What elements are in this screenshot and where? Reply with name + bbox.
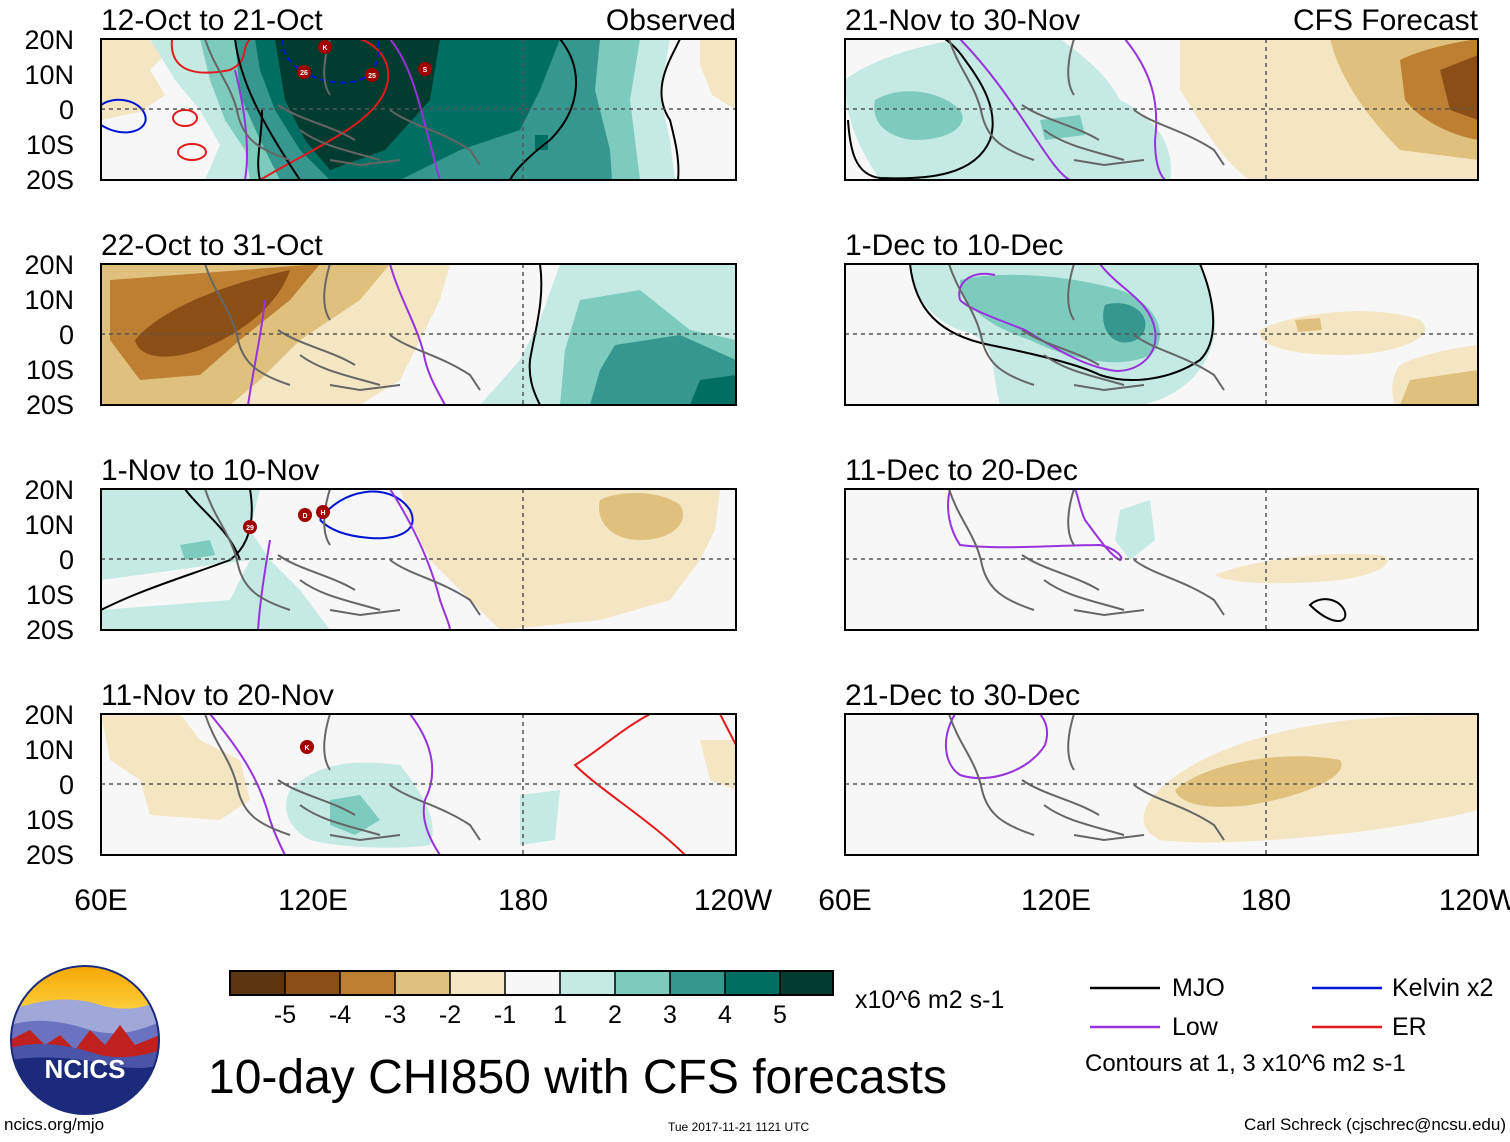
svg-text:S: S [423,67,428,74]
lat-label: 10N [24,60,74,90]
legend-label-mjo: MJO [1172,974,1225,1002]
lat-label: 0 [59,770,74,800]
colorbar-tick: 1 [553,1001,567,1029]
panel-title-obs-4: 11-Nov to 20-Nov [101,679,334,712]
map-panel-fcst-2 [844,263,1479,406]
page-title: 10-day CHI850 with CFS forecasts [208,1051,947,1104]
map-panel-obs-2 [100,263,737,406]
ncics-logo: NCICS [10,965,160,1115]
colorbar-swatch [670,971,725,995]
colorbar: -5 -4 -3 -2 -1 1 2 3 4 5 [229,970,834,1029]
lat-label: 0 [59,545,74,575]
lat-label: 0 [59,95,74,125]
colorbar-swatch [340,971,395,995]
storm-marker: H [316,505,330,519]
colorbar-swatch [395,971,450,995]
lat-label: 20S [26,840,74,870]
colorbar-tick: 4 [718,1001,732,1029]
observed-label: Observed [606,4,736,37]
lat-label: 0 [59,320,74,350]
map-panel-obs-4 [100,713,737,856]
storm-marker: 25 [365,68,379,82]
storm-marker: K [318,40,332,54]
colorbar-tick: -2 [439,1001,461,1029]
panel-title-fcst-2: 1-Dec to 10-Dec [845,229,1063,262]
storm-marker: K [300,740,314,754]
lon-label: 180 [498,884,548,917]
lat-label: 10S [26,355,74,385]
storm-marker: 26 [297,65,311,79]
lat-label: 20N [24,700,74,730]
colorbar-tick: 3 [663,1001,677,1029]
contour-note: Contours at 1, 3 x10^6 m2 s-1 [1085,1050,1406,1077]
lat-label: 20N [24,475,74,505]
map-panel-obs-1 [100,38,737,181]
site-link[interactable]: ncics.org/mjo [4,1115,105,1134]
lat-label: 20N [24,25,74,55]
lon-label: 120W [694,884,773,917]
lon-label: 120W [1439,884,1510,917]
storm-marker: D [298,508,312,522]
colorbar-swatch [615,971,670,995]
lat-label: 10N [24,285,74,315]
colorbar-swatch [230,971,285,995]
colorbar-swatch [560,971,615,995]
map-panel-obs-3 [100,488,737,631]
colorbar-tick: -5 [274,1001,296,1029]
legend-label-low: Low [1172,1013,1219,1041]
map-panel-fcst-1 [844,38,1479,181]
storm-marker: S [418,62,432,76]
panel-title-fcst-4: 21-Dec to 30-Dec [845,679,1080,712]
svg-text:K: K [322,45,327,52]
svg-text:H: H [320,510,325,517]
lat-label: 20S [26,615,74,645]
author-credit: Carl Schreck (cjschrec@ncsu.edu) [1244,1115,1506,1134]
lat-label: 10N [24,510,74,540]
line-legend: MJO Low Kelvin x2 ER [1090,974,1493,1041]
lat-label: 20N [24,250,74,280]
panel-title-fcst-1: 21-Nov to 30-Nov [845,4,1080,37]
legend-label-kelvin: Kelvin x2 [1392,974,1493,1002]
forecast-label: CFS Forecast [1293,4,1479,37]
lat-label: 10S [26,805,74,835]
lon-label: 120E [278,884,348,917]
panel-title-obs-2: 22-Oct to 31-Oct [101,229,323,262]
colorbar-swatch [505,971,560,995]
colorbar-tick: -3 [384,1001,406,1029]
lat-label: 10S [26,130,74,160]
svg-text:26: 26 [300,70,308,77]
colorbar-swatch [780,971,833,995]
panel-title-fcst-3: 11-Dec to 20-Dec [845,454,1078,487]
timestamp: Tue 2017-11-21 1121 UTC [668,1120,810,1134]
lon-label: 60E [74,884,127,917]
lon-label: 180 [1241,884,1291,917]
lon-label: 60E [818,884,871,917]
colorbar-tick: -4 [329,1001,351,1029]
svg-text:25: 25 [368,73,376,80]
colorbar-tick: 5 [773,1001,787,1029]
map-panel-fcst-3 [844,488,1479,631]
lat-label: 10N [24,735,74,765]
lon-label: 120E [1021,884,1091,917]
storm-marker: 29 [243,520,257,534]
logo-text: NCICS [45,1054,126,1084]
colorbar-swatch [725,971,780,995]
units-label: x10^6 m2 s-1 [855,986,1005,1014]
colorbar-tick: 2 [608,1001,622,1029]
svg-text:K: K [304,745,309,752]
lat-label: 20S [26,165,74,195]
lat-label: 10S [26,580,74,610]
panel-title-obs-3: 1-Nov to 10-Nov [101,454,319,487]
map-panel-fcst-4 [844,713,1479,856]
legend-label-er: ER [1392,1013,1427,1041]
svg-text:D: D [302,513,307,520]
storm-markers: K 26 25 S 29 D H K [243,40,432,754]
panel-title-obs-1: 12-Oct to 21-Oct [101,4,323,37]
colorbar-swatch [285,971,340,995]
lat-label: 20S [26,390,74,420]
svg-text:29: 29 [246,525,254,532]
colorbar-swatch [450,971,505,995]
colorbar-tick: -1 [494,1001,516,1029]
